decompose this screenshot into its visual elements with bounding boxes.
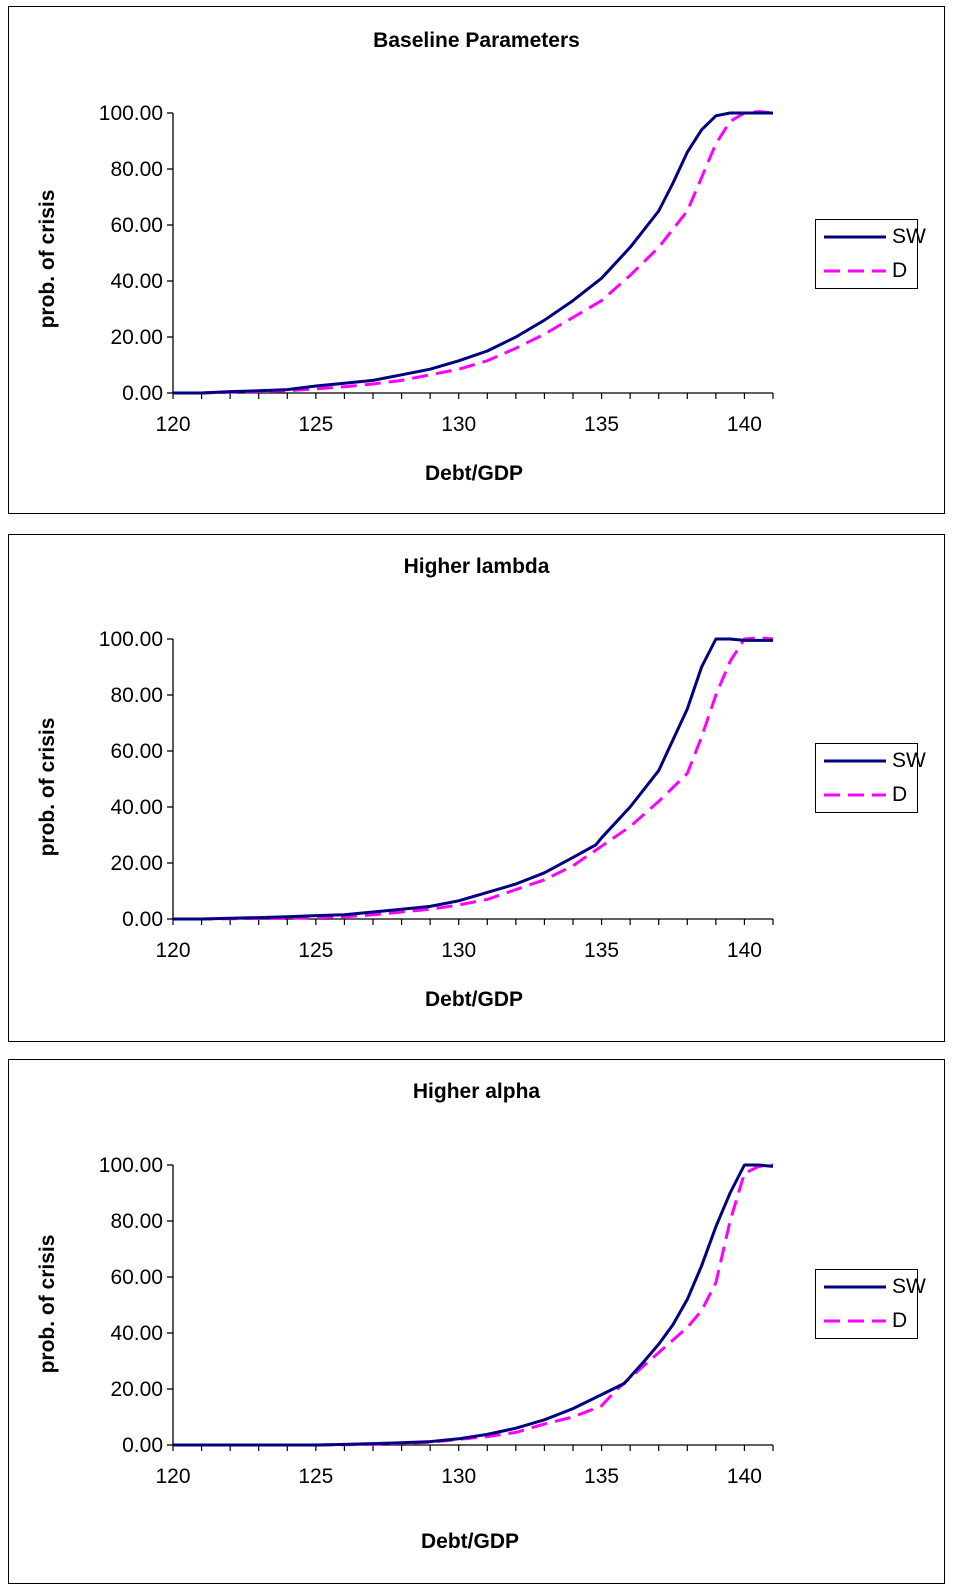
x-axis-label: Debt/GDP (424, 988, 524, 1011)
y-tick-label: 80.00 (110, 158, 163, 181)
legend-item-d: D (816, 254, 917, 288)
x-tick-label: 140 (727, 939, 762, 962)
chart-panel: Higher alpha 0.00 20.00 40.00 60.00 80.00 100… (8, 1059, 945, 1584)
x-tick-label: 140 (727, 1465, 762, 1488)
y-tick-label: 0.00 (122, 908, 163, 931)
x-tick-label: 130 (441, 939, 476, 962)
x-tick-label: 125 (298, 939, 333, 962)
legend-label-sw: SW (892, 1275, 926, 1298)
plot-area: 0.00 20.00 40.00 60.00 80.00 100.00 120 125 130 1… (99, 628, 774, 962)
series-line-sw (173, 111, 773, 395)
y-tick-label: 20.00 (110, 1378, 163, 1401)
y-tick-label: 40.00 (110, 1322, 163, 1345)
y-axis-label: prob. of crisis (36, 1234, 59, 1374)
legend-swatch-d (824, 269, 886, 273)
y-tick-label: 40.00 (110, 796, 163, 819)
x-tick-label: 130 (441, 1465, 476, 1488)
y-tick-label: 100.00 (99, 1154, 163, 1177)
x-axis-label: Debt/GDP (424, 462, 524, 485)
x-tick-label: 135 (584, 1465, 619, 1488)
chart-panel: Higher lambda 0.00 20.00 40.00 60.00 80.00 10… (8, 534, 945, 1042)
y-tick-label: 60.00 (110, 214, 163, 237)
y-tick-label: 80.00 (110, 1210, 163, 1233)
legend-label-sw: SW (892, 225, 926, 248)
x-tick-label: 130 (441, 413, 476, 436)
x-tick-label: 140 (727, 413, 762, 436)
legend-item-sw: SW (816, 744, 926, 778)
legend-label-d: D (892, 1309, 908, 1332)
legend-label-d: D (892, 259, 908, 282)
x-tick-label: 125 (298, 1465, 333, 1488)
x-axis-label: Debt/GDP (420, 1530, 520, 1553)
x-tick-label: 125 (298, 413, 333, 436)
y-tick-label: 100.00 (99, 102, 163, 125)
y-axis-label: prob. of crisis (36, 189, 59, 329)
legend: SW D (815, 1269, 926, 1339)
chart-panel: Baseline Parameters 0.00 20.00 40.00 60.00 8… (8, 6, 945, 514)
legend-item-d: D (816, 1304, 917, 1338)
series-line-sw (173, 637, 773, 921)
x-tick-label: 120 (155, 413, 190, 436)
x-tick-label: 135 (584, 939, 619, 962)
legend: SW D (815, 743, 926, 813)
legend-label-sw: SW (892, 749, 926, 772)
y-tick-label: 40.00 (110, 270, 163, 293)
x-tick-label: 120 (155, 939, 190, 962)
legend-swatch-sw (824, 759, 886, 763)
legend-label-d: D (892, 783, 908, 806)
y-tick-label: 0.00 (122, 382, 163, 405)
legend: SW D (815, 219, 926, 289)
y-tick-label: 60.00 (110, 1266, 163, 1289)
legend-item-sw: SW (816, 1270, 926, 1304)
legend-swatch-sw (824, 1285, 886, 1289)
x-tick-label: 120 (155, 1465, 190, 1488)
y-tick-label: 0.00 (122, 1434, 163, 1457)
legend-item-sw: SW (816, 220, 926, 254)
plot-area: 0.00 20.00 40.00 60.00 80.00 100.00 120 125 130 1… (99, 102, 774, 436)
chart-title: Higher lambda (403, 555, 550, 578)
series-line-d (173, 110, 774, 395)
y-axis-label: prob. of crisis (36, 717, 59, 857)
series-line-sw (173, 1163, 774, 1447)
y-tick-label: 20.00 (110, 326, 163, 349)
chart-title: Higher alpha (412, 1080, 541, 1103)
legend-item-d: D (816, 778, 917, 812)
x-tick-label: 135 (584, 413, 619, 436)
legend-swatch-sw (824, 235, 886, 239)
y-tick-label: 80.00 (110, 684, 163, 707)
chart-title: Baseline Parameters (373, 29, 580, 52)
legend-swatch-d (824, 793, 886, 797)
plot-area: 0.00 20.00 40.00 60.00 80.00 100.00 120 125 130 1… (99, 1154, 774, 1488)
y-tick-label: 20.00 (110, 852, 163, 875)
y-tick-label: 100.00 (99, 628, 163, 651)
series-line-d (173, 636, 774, 921)
y-tick-label: 60.00 (110, 740, 163, 763)
legend-swatch-d (824, 1319, 886, 1323)
